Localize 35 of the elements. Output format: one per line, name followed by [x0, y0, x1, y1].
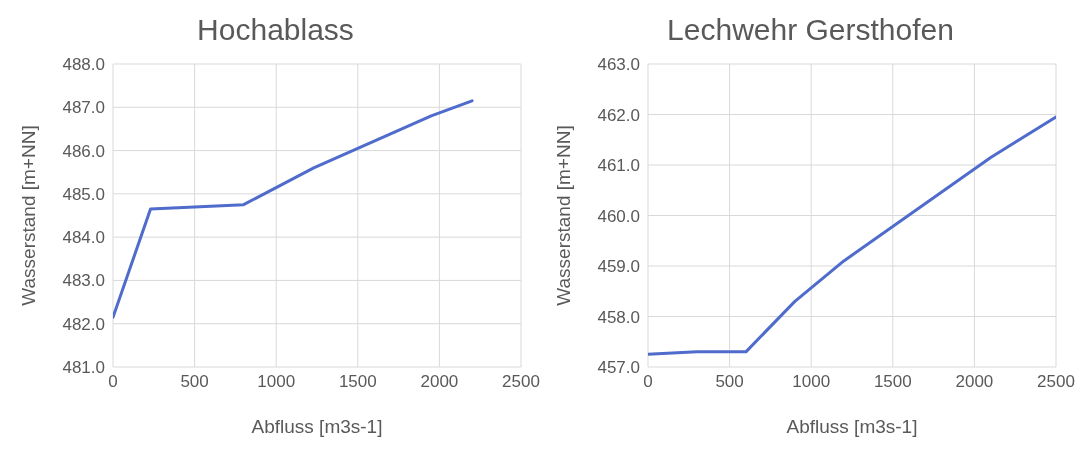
x-axis-title: Abfluss [m3s-1]	[786, 416, 918, 437]
y-tick-label: 458.0	[597, 307, 640, 327]
x-tick-label: 1500	[338, 372, 377, 392]
x-tick-label: 1000	[257, 372, 296, 392]
y-tick-label: 486.0	[62, 141, 105, 161]
y-tick-label: 488.0	[62, 55, 105, 75]
y-tick-label: 481.0	[62, 358, 105, 378]
y-tick-label: 485.0	[62, 184, 105, 204]
y-tick-label: 483.0	[62, 271, 105, 291]
y-tick-label: 460.0	[597, 206, 640, 226]
x-tick-label: 1000	[792, 372, 831, 392]
x-tick-label: 500	[180, 372, 209, 392]
x-tick-label: 0	[108, 372, 118, 392]
y-tick-label: 484.0	[62, 228, 105, 248]
line-series	[113, 99, 474, 319]
y-tick-label: 461.0	[597, 156, 640, 176]
y-tick-label: 459.0	[597, 257, 640, 277]
x-axis-title: Abfluss [m3s-1]	[251, 416, 383, 437]
x-tick-label: 2500	[1037, 372, 1075, 392]
x-tick-label: 2500	[502, 372, 540, 392]
x-tick-label: 0	[643, 372, 653, 392]
y-tick-label: 463.0	[597, 55, 640, 75]
y-axis-title: Wasserstand [m+NN]	[17, 125, 39, 306]
chart-title: Lechwehr Gersthofen	[666, 12, 955, 48]
line-series	[648, 115, 1056, 356]
y-tick-label: 462.0	[597, 105, 640, 125]
y-axis-title: Wasserstand [m+NN]	[552, 125, 574, 306]
y-tick-label: 487.0	[62, 98, 105, 118]
y-tick-label: 482.0	[62, 314, 105, 334]
x-tick-label: 500	[715, 372, 744, 392]
chart-title: Hochablass	[196, 12, 355, 48]
x-tick-label: 2000	[420, 372, 459, 392]
x-tick-label: 1500	[873, 372, 912, 392]
x-tick-label: 2000	[955, 372, 994, 392]
y-tick-label: 457.0	[597, 358, 640, 378]
